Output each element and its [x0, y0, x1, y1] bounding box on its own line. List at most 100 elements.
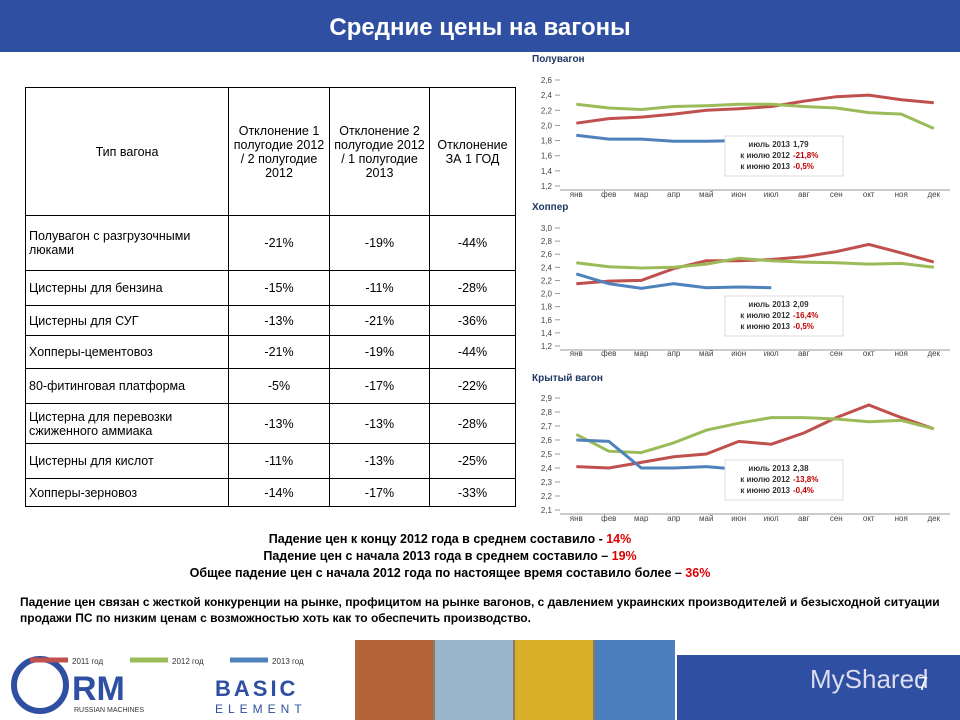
y-tick-label: 1,8: [541, 303, 553, 312]
annotation-text: к июлю 2012: [740, 475, 790, 484]
y-tick-label: 2,6: [541, 76, 553, 85]
y-tick-label: 2,9: [541, 394, 553, 403]
summary-line: Общее падение цен с начала 2012 года по …: [0, 565, 900, 582]
x-tick-label: фев: [601, 514, 616, 523]
summary-value: 19%: [611, 549, 637, 563]
y-tick-label: 2,0: [541, 121, 553, 130]
annotation-value: 2,38: [793, 464, 809, 473]
y-tick-label: 2,8: [541, 237, 553, 246]
x-tick-label: мар: [634, 514, 649, 523]
annotation-box: [724, 295, 844, 337]
price-table: Тип вагона Отклонение 1 полугодие 2012 / …: [25, 87, 516, 507]
cell: -15%: [228, 270, 330, 306]
annotation-text: к июню 2013: [740, 162, 790, 171]
cell: -13%: [228, 403, 330, 444]
annotation-value: -0,5%: [793, 162, 814, 171]
annotation-text: июль 2013: [748, 464, 790, 473]
series-line: [576, 93, 934, 125]
cell: -11%: [329, 270, 430, 306]
cell: -33%: [429, 478, 516, 507]
series-line: [575, 272, 772, 290]
x-tick-label: окт: [863, 514, 875, 523]
y-tick-label: 1,2: [541, 342, 553, 351]
annotation-value: -13,8%: [793, 475, 818, 484]
cell: -36%: [429, 305, 516, 336]
x-tick-label: ноя: [895, 514, 908, 523]
annotation-text: июль 2013: [748, 140, 790, 149]
y-tick-label: 2,6: [541, 250, 553, 259]
photo: [355, 640, 433, 720]
annotation-text: к июлю 2012: [740, 311, 790, 320]
photo: [595, 640, 675, 720]
x-tick-label: май: [699, 349, 713, 358]
legend-label: 2012 год: [172, 657, 204, 666]
header-row: Тип вагона Отклонение 1 полугодие 2012 / …: [25, 87, 516, 216]
y-tick-label: 1,6: [541, 316, 553, 325]
y-tick-label: 2,0: [541, 290, 553, 299]
y-tick-label: 1,6: [541, 152, 553, 161]
x-tick-label: дек: [927, 349, 940, 358]
annotation-value: -0,5%: [793, 322, 814, 331]
annotation-box: [724, 459, 844, 501]
annotation-value: -0,4%: [793, 486, 814, 495]
x-tick-label: июн: [731, 190, 746, 199]
table-row: Цистерны для СУГ -13% -21% -36%: [25, 305, 516, 336]
x-tick-label: сен: [830, 190, 843, 199]
x-tick-label: мар: [634, 349, 649, 358]
cell: -17%: [329, 368, 430, 404]
x-tick-label: авг: [798, 514, 810, 523]
y-tick-label: 2,6: [541, 436, 553, 445]
x-tick-label: фев: [601, 190, 616, 199]
y-tick-label: 2,3: [541, 478, 553, 487]
watermark: MyShared: [810, 664, 929, 694]
header-cell: Тип вагона: [25, 87, 229, 216]
cell: -28%: [429, 403, 516, 444]
x-tick-label: дек: [927, 514, 940, 523]
x-tick-label: сен: [830, 514, 843, 523]
y-tick-label: 2,2: [541, 492, 553, 501]
y-tick-label: 1,2: [541, 182, 553, 191]
x-tick-label: июл: [764, 349, 779, 358]
cell: -19%: [329, 335, 430, 369]
summary-line: Падение цен с начала 2013 года в среднем…: [0, 548, 900, 565]
x-tick-label: окт: [863, 349, 875, 358]
summary-line: Падение цен к концу 2012 года в среднем …: [0, 531, 900, 548]
chart-title: Полувагон: [532, 54, 585, 65]
logo-rm-sub: RUSSIAN MACHINES: [74, 707, 144, 714]
annotation-text: к июню 2013: [740, 486, 790, 495]
y-tick-label: 2,4: [541, 263, 553, 272]
y-tick-label: 2,5: [541, 450, 553, 459]
summary-value: 14%: [606, 532, 632, 546]
cell: -21%: [228, 335, 330, 369]
chart-title: Крытый вагон: [532, 373, 603, 384]
table-row: Хопперы-зерновоз -14% -17% -33%: [25, 478, 516, 507]
x-tick-label: авг: [798, 190, 810, 199]
annotation-value: 2,09: [793, 300, 809, 309]
x-tick-label: ноя: [895, 190, 908, 199]
cell: Полувагон с разгрузочными люками: [25, 215, 229, 271]
summary-text: Падение цен к концу 2012 года в среднем …: [268, 532, 607, 546]
cell: -14%: [228, 478, 330, 507]
logo-ring: [11, 656, 69, 714]
annotation-box: [724, 135, 844, 177]
annotation-text: к июлю 2012: [740, 151, 790, 160]
x-tick-label: авг: [798, 349, 810, 358]
x-tick-label: янв: [570, 190, 583, 199]
x-tick-label: апр: [667, 190, 681, 199]
x-tick-label: июл: [764, 514, 779, 523]
logo-rm: RM: [72, 670, 125, 708]
summary: Падение цен к концу 2012 года в среднем …: [0, 531, 900, 582]
logo-be: BASIC: [215, 676, 298, 701]
cell: -13%: [329, 443, 430, 479]
x-tick-label: янв: [570, 514, 583, 523]
x-tick-label: июн: [731, 514, 746, 523]
logo-be-sub: ELEMENT: [215, 702, 307, 716]
y-tick-label: 2,4: [541, 91, 553, 100]
y-tick-label: 2,2: [541, 106, 553, 115]
x-tick-label: май: [699, 514, 713, 523]
series-line: [576, 102, 935, 130]
note: Падение цен связан с жесткой конкуренции…: [20, 595, 940, 625]
y-tick-label: 2,1: [541, 506, 553, 515]
